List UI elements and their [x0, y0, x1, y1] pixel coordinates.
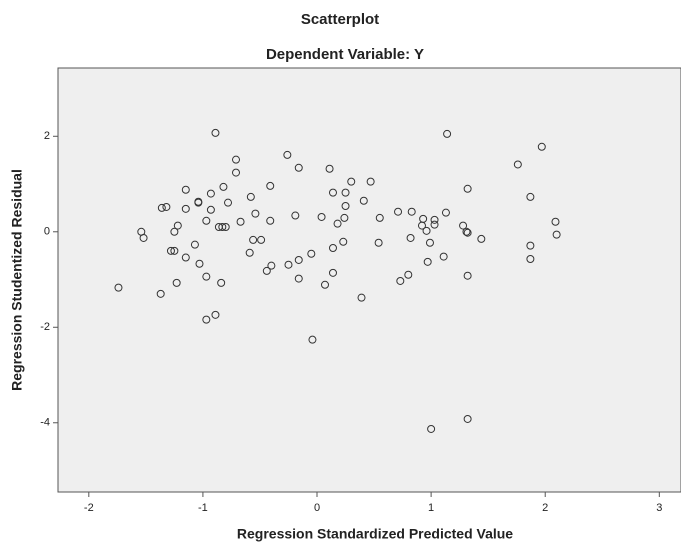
y-tick-label: 0 [44, 226, 50, 238]
x-axis-label: Regression Standardized Predicted Value [237, 526, 513, 542]
x-tick-label: -2 [84, 502, 94, 514]
plot-area [58, 68, 681, 492]
y-tick-label: -4 [40, 417, 50, 429]
x-tick-label: -1 [198, 502, 208, 514]
y-tick-label: 2 [44, 130, 50, 142]
chart: Scatterplot Dependent Variable: Y Regres… [0, 0, 681, 547]
page: Scatterplot Dependent Variable: Y Regres… [0, 0, 681, 547]
y-tick-label: -2 [40, 321, 50, 333]
x-tick-label: 3 [656, 502, 662, 514]
y-axis-label: Regression Studentized Residual [9, 169, 25, 391]
x-tick-label: 2 [542, 502, 548, 514]
x-tick-label: 0 [314, 502, 320, 514]
chart-subtitle: Dependent Variable: Y [266, 46, 424, 63]
chart-title: Scatterplot [301, 11, 379, 28]
x-tick-label: 1 [428, 502, 434, 514]
